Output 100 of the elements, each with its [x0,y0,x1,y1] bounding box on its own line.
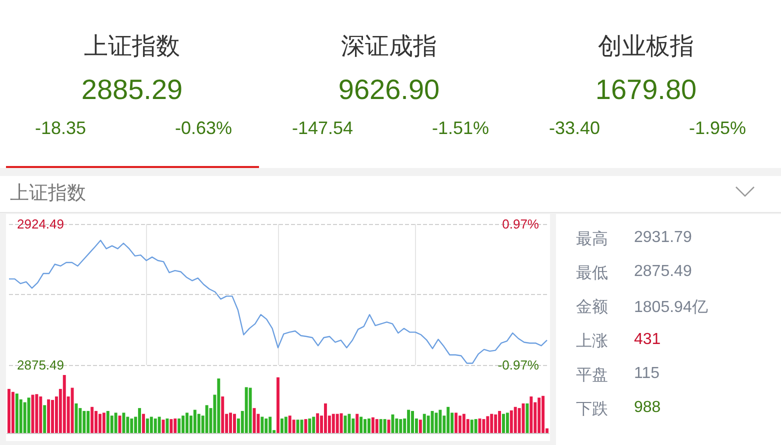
bar [486,416,490,433]
text: 1679.80 [594,74,698,106]
text: 988 [634,399,661,417]
bar [264,418,268,433]
bar [506,412,509,433]
bar [395,418,398,433]
text: 2875.49 [634,263,692,281]
text: 431 [634,331,661,349]
text: -33.40 [549,118,600,139]
bar [90,406,94,433]
text: -0.63% [174,118,232,139]
bar [138,408,142,433]
bar [43,405,46,433]
bar [510,410,513,433]
bar [308,418,312,433]
bar [332,414,335,433]
bar [348,414,351,433]
text: 最高 [576,230,608,250]
bar [154,418,157,433]
bar [324,403,327,433]
bar [27,398,30,433]
text: 上涨 [576,332,608,352]
bar [268,416,272,433]
bar [248,388,252,433]
bar [170,419,173,433]
bar [158,416,161,433]
bar [514,406,517,433]
bar [178,418,181,433]
bar [446,406,450,433]
bar [205,405,208,433]
bar [340,413,343,433]
bar [430,410,434,433]
bar [454,412,458,433]
bar [336,414,339,433]
bar [387,420,390,433]
bar [371,417,374,433]
bar [233,414,236,433]
bar [276,377,280,433]
bar [407,410,410,433]
text: -18.35 [35,118,86,139]
bar [304,419,308,433]
bar [530,396,533,433]
bar [15,394,18,433]
bar [47,399,50,433]
bar [284,416,288,433]
y-tick-label: 2924.49 [17,216,64,232]
bar [174,418,177,433]
bar [288,416,292,433]
bar [498,410,502,433]
bar [146,418,149,433]
bar [62,375,66,433]
text: -147.54 [292,118,354,139]
bar [470,420,474,433]
bar [438,410,442,433]
bar [229,412,232,433]
bar [122,412,126,433]
bar [312,416,316,433]
bar [106,410,110,433]
bar [31,394,34,433]
bar [502,414,505,433]
bar [280,418,284,433]
bar [364,419,367,433]
text: 金额 [576,298,608,318]
bar [383,419,386,433]
bar [114,412,118,433]
bar [462,414,466,433]
bar [82,410,86,433]
bar [260,416,264,433]
bar [39,396,42,433]
text: 1805.94亿 [634,298,708,318]
bar [150,416,153,433]
text: 9626.90 [337,74,441,106]
bar [375,419,378,433]
bar [186,412,188,433]
bar [102,412,106,433]
bar [490,414,494,433]
text: -1.95% [688,118,746,139]
bar [86,410,90,433]
bar [542,396,545,433]
bar [70,388,74,433]
bar [126,416,130,433]
bar [411,410,414,433]
y2-tick-label: 0.97% [502,216,540,232]
bar [94,410,98,433]
bar [482,419,486,433]
bar [458,416,462,433]
bar [296,420,300,433]
bar [526,403,529,433]
bar [316,413,320,433]
text: 2931.79 [634,229,692,247]
bar [217,378,220,433]
bar [11,392,14,433]
text: 上证指数 [83,32,181,62]
bar [166,418,169,433]
bar [193,410,196,433]
bar [418,420,422,433]
bar [130,418,134,433]
bar [197,414,200,433]
bar [8,388,10,433]
bar [368,418,370,433]
